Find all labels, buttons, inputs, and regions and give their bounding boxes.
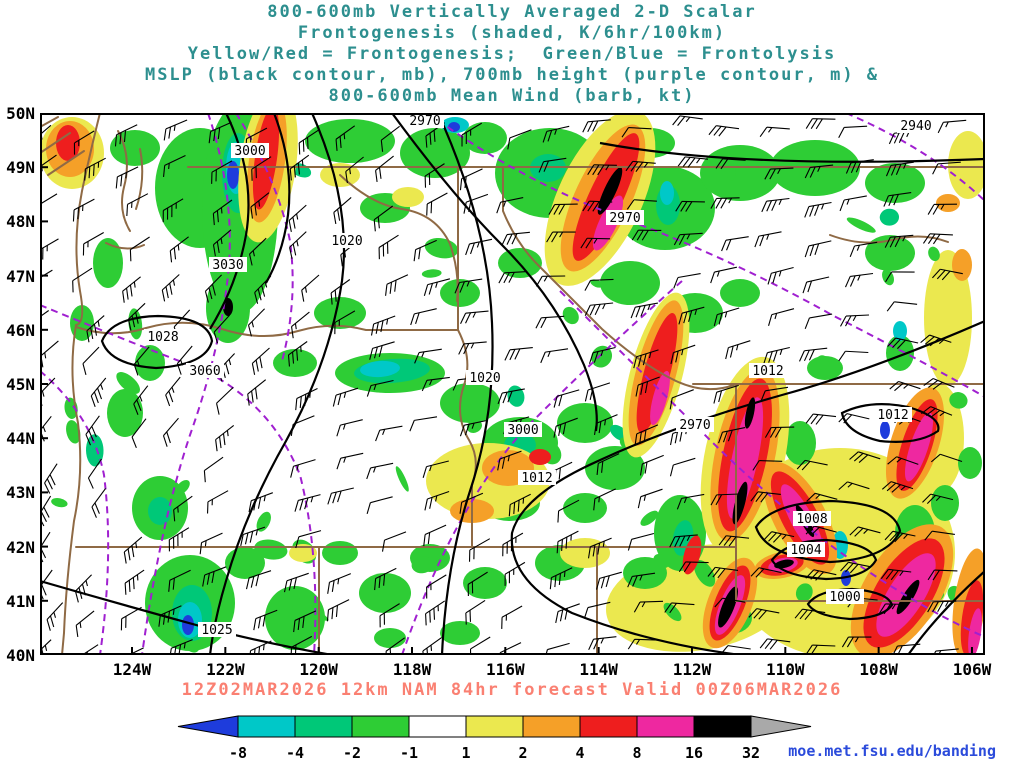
colorbar-tick-label: -8 [229,744,247,762]
lat-tick-label: 44N [6,429,35,449]
contour-label: 1020 [331,234,362,249]
lat-tick-label: 43N [6,483,35,503]
frontogenesis-map: 3000 2970 2940 2970 3030 1020 1028 3060 1020 1012… [29,87,988,670]
lat-tick-label: 46N [6,320,35,340]
wind-barbs [29,115,967,670]
lat-tick-label: 49N [6,158,35,178]
lon-tick-label: 120W [299,660,338,679]
title-line-3: Yellow/Red = Frontogenesis; Green/Blue =… [187,44,837,64]
contour-label: 2970 [409,114,440,129]
colorbar-segment [465,715,524,738]
colorbar-segment [294,715,353,738]
lon-tick-label: 110W [766,660,805,679]
contour-label: 1012 [752,364,783,379]
contour-label: 1000 [829,590,860,605]
contour-label: 2940 [900,119,931,134]
colorbar-segment [408,715,467,738]
lon-tick-label: 106W [952,660,992,679]
title-line-4: MSLP (black contour, mb), 700mb height (… [144,65,880,85]
lat-tick-label: 45N [6,375,35,394]
chart-title: 800-600mb Vertically Averaged 2-D Scalar… [0,2,1024,107]
frontogenesis-shading [40,87,988,658]
title-line-1: 800-600mb Vertically Averaged 2-D Scalar [267,2,757,22]
contour-label: 1012 [877,408,908,423]
colorbar: -8 -4 -2 -1 1 2 4 8 16 32 [177,715,812,762]
colorbar-segment [693,715,752,738]
contour-label: 2970 [609,211,640,226]
colorbar-tick-label: -4 [286,744,304,762]
lat-tick-label: 40N [6,646,35,665]
colorbar-tick-label: 4 [575,744,584,762]
colorbar-tick-label: -1 [400,744,418,762]
lat-tick-label: 48N [6,212,35,232]
colorbar-segment [351,715,410,738]
lon-tick-label: 124W [112,660,152,679]
lon-tick-label: 116W [486,660,525,679]
mslp-contours [39,112,986,657]
lon-tick-label: 118W [392,660,432,679]
title-line-2: Frontogenesis (shaded, K/6hr/100km) [297,23,727,43]
colorbar-tick-label: 32 [742,744,760,762]
contour-label: 3030 [212,258,243,273]
lon-tick-label: 122W [206,660,245,679]
contour-label: 1028 [147,330,178,345]
forecast-caption: 12Z02MAR2026 12km NAM 84hr forecast Vali… [181,680,843,700]
colorbar-tick-label: 1 [461,744,470,762]
colorbar-segment [636,715,695,738]
lon-tick-label: 114W [579,660,618,679]
contour-label: 3000 [234,144,265,159]
map-area: 3000 2970 2940 2970 3030 1020 1028 3060 1020 1012… [29,87,988,670]
lat-tick-label: 42N [6,537,35,557]
title-line-5: 800-600mb Mean Wind (barb, kt) [328,86,696,106]
colorbar-tick-label: 2 [518,744,527,762]
colorbar-left-arrow [177,715,239,738]
colorbar-segment [522,715,581,738]
colorbar-tick-label: -2 [343,744,361,762]
colorbar-segment [579,715,638,738]
colorbar-right-arrow [750,715,812,738]
contour-label: 3000 [507,423,538,438]
contour-label: 3060 [189,364,220,379]
lon-tick-label: 108W [859,660,898,679]
colorbar-tick-label: 8 [632,744,641,762]
lon-tick-label: 112W [672,660,712,679]
contour-label: 1004 [790,543,821,558]
lat-tick-label: 47N [6,266,35,286]
lat-tick-label: 41N [6,591,35,611]
contour-label: 1025 [201,623,232,638]
contour-label: 1012 [521,471,552,486]
colorbar-segment [237,715,296,738]
colorbar-tick-label: 16 [685,744,703,762]
contour-label: 1020 [469,371,500,386]
contour-labels: 3000 2970 2940 2970 3030 1020 1028 3060 1020 1012… [144,113,935,638]
contour-label: 2970 [679,418,710,433]
credit-link[interactable]: moe.met.fsu.edu/banding [788,742,996,760]
contour-label: 1008 [796,512,827,527]
